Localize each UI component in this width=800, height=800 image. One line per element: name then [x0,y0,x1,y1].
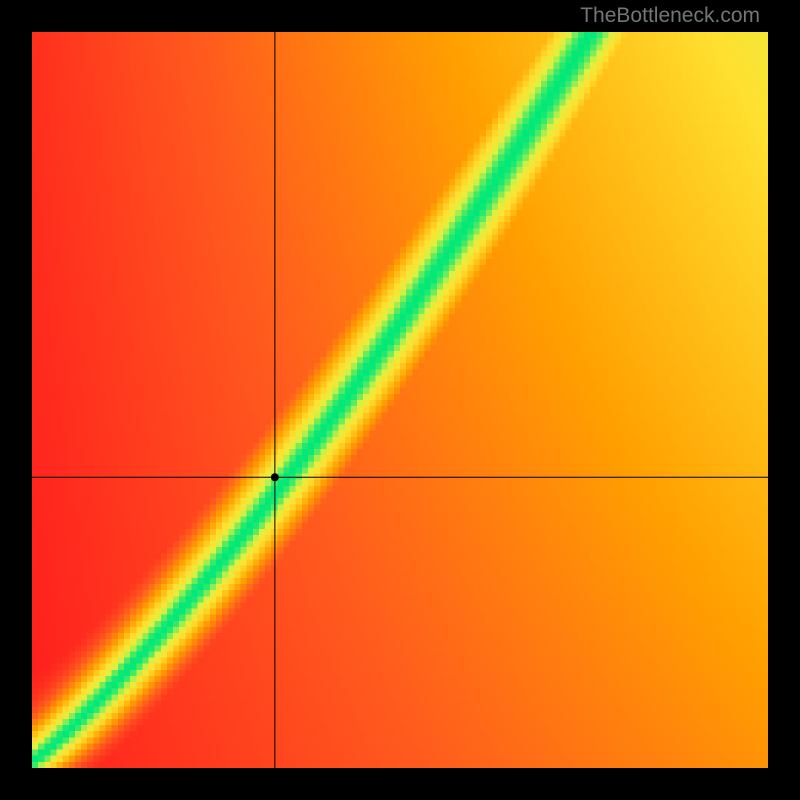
heatmap-plot-area [32,32,768,768]
heatmap-canvas [32,32,768,768]
watermark-text: TheBottleneck.com [580,4,760,28]
